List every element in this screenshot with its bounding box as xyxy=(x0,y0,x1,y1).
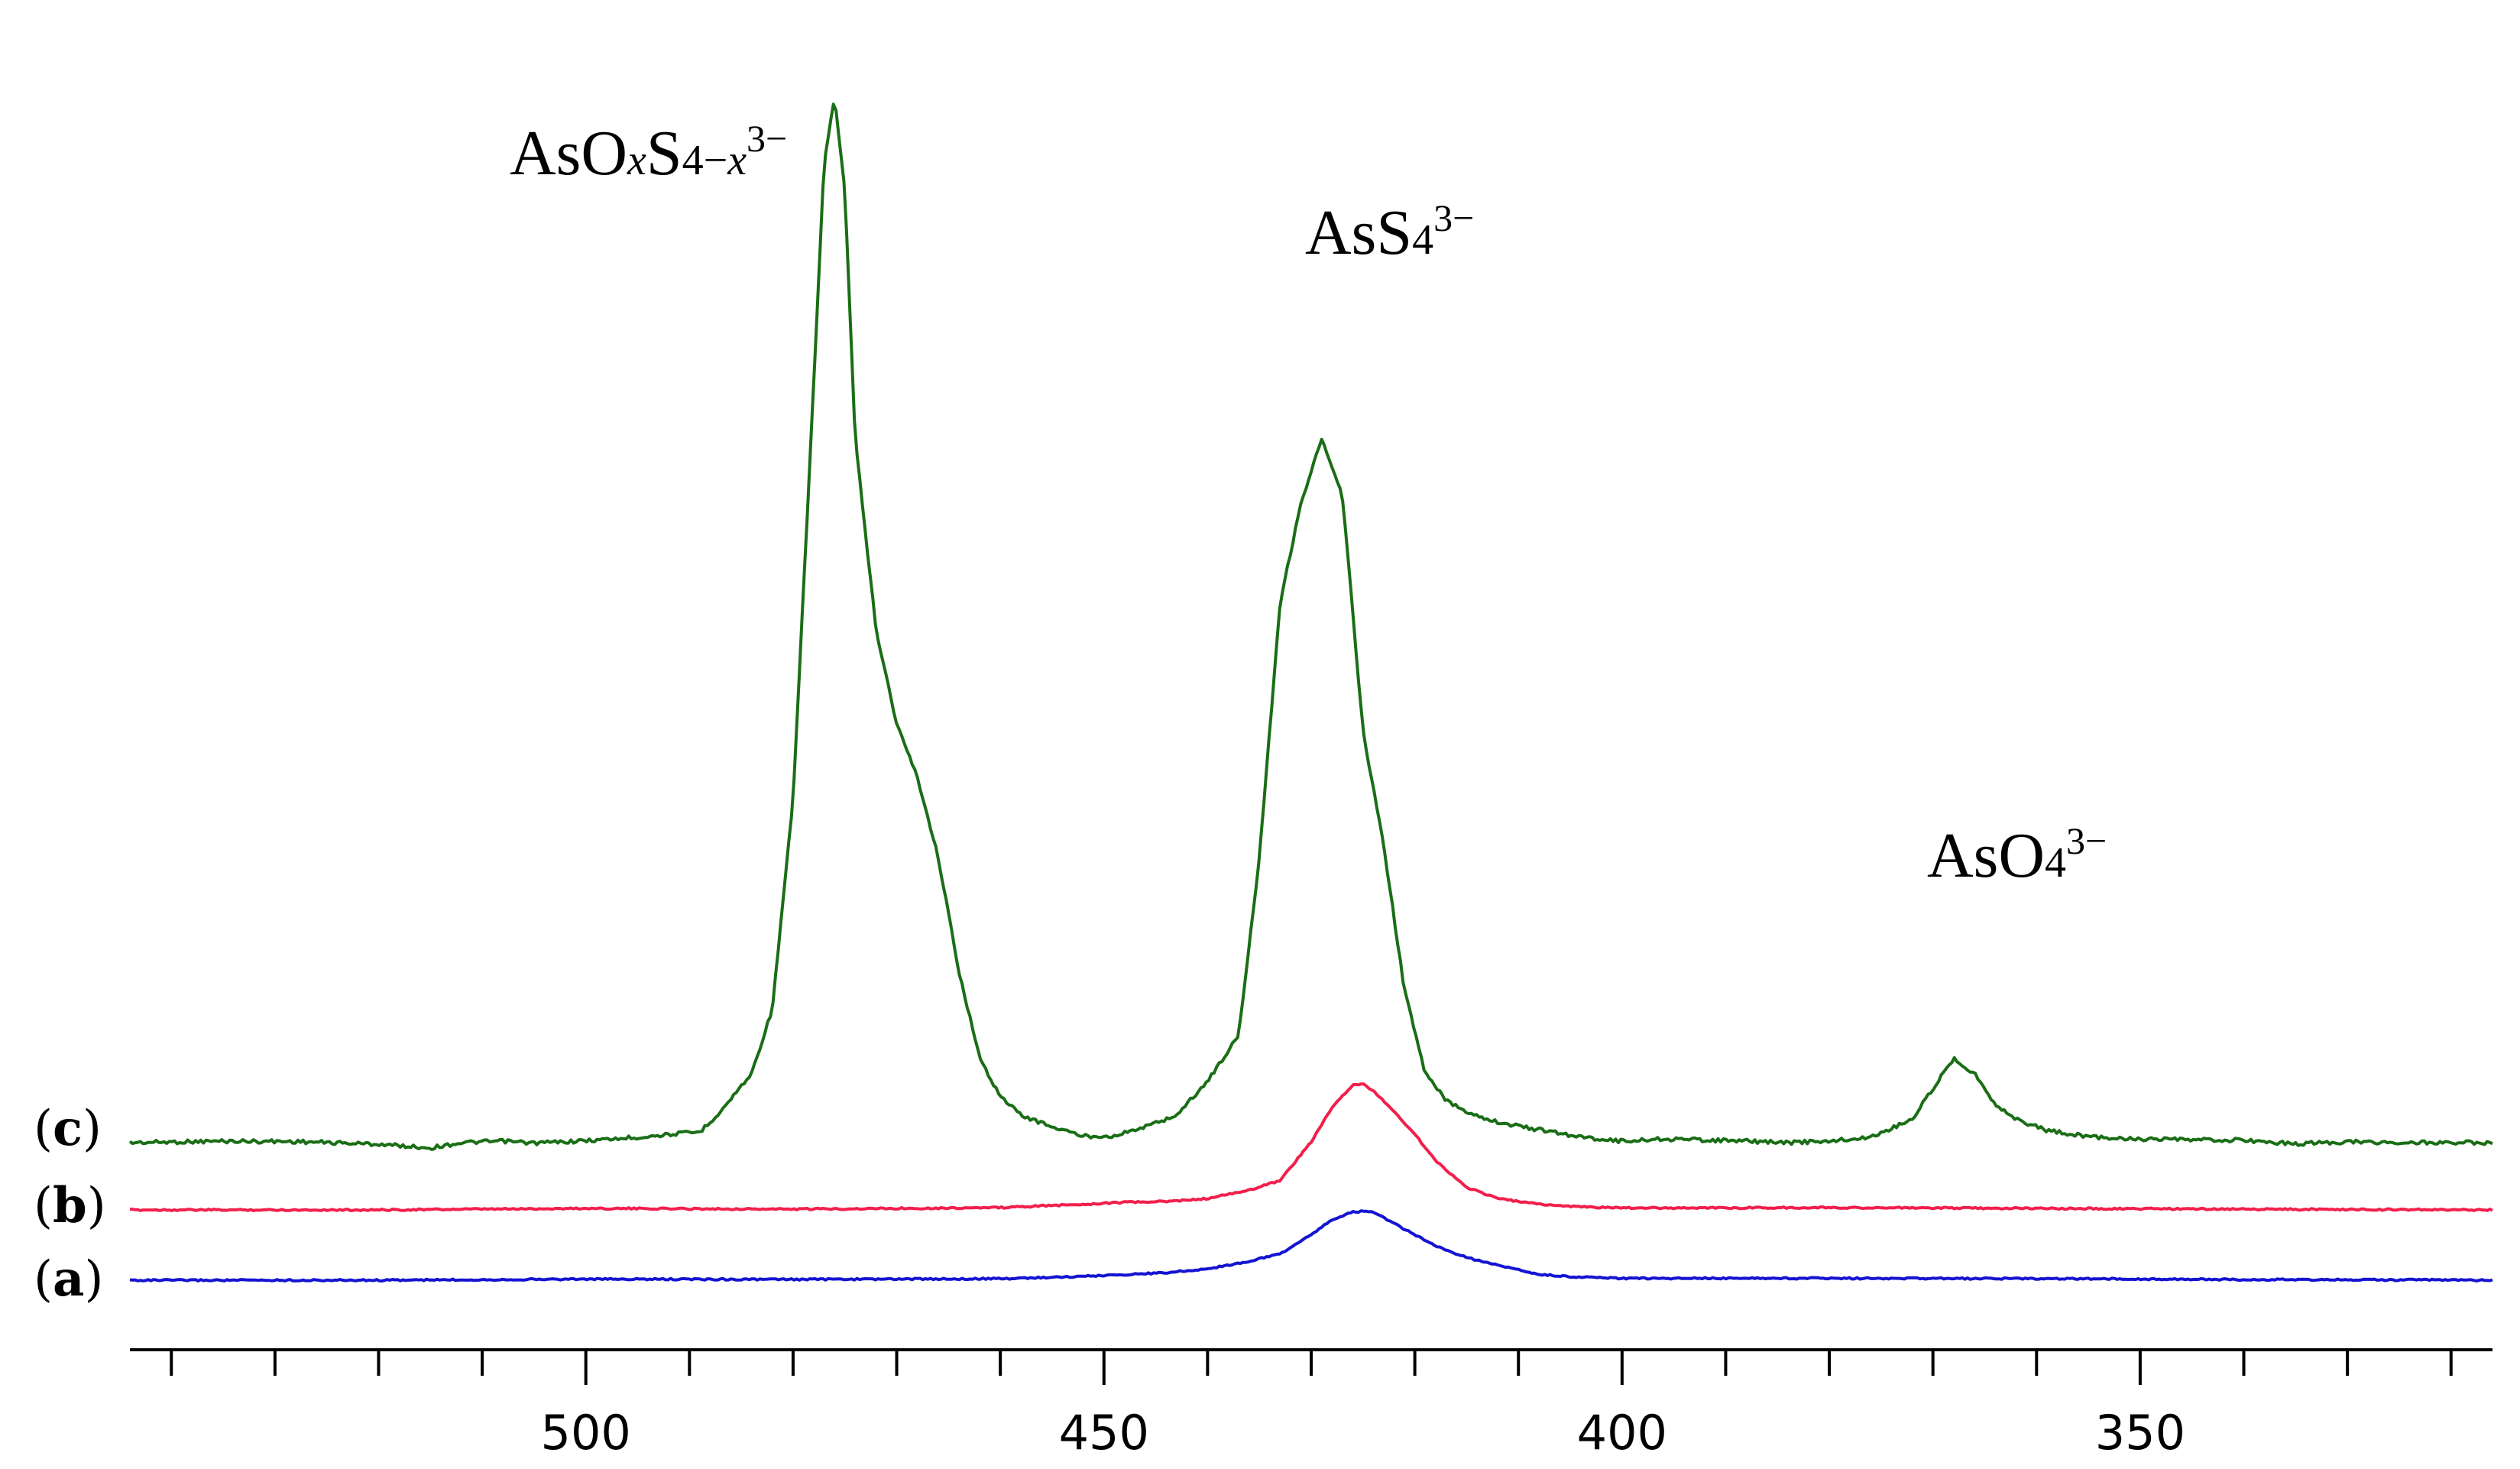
series-line-c xyxy=(128,102,2493,1151)
x-tick-label: 400 xyxy=(1577,1405,1667,1461)
annotation-aso4: AsO43− xyxy=(1927,819,2107,891)
series-line-b xyxy=(130,1082,2493,1212)
x-axis: 500 450 400 350 xyxy=(130,1348,2492,1461)
annotation-ass4: AsS43− xyxy=(1305,196,1474,268)
series-label-a: (a) xyxy=(34,1250,103,1308)
x-tick-label: 350 xyxy=(2095,1405,2185,1461)
series-label-c: (c) xyxy=(34,1100,102,1157)
series-layer xyxy=(128,102,2493,1283)
series-labels: (c) (b) (a) xyxy=(34,1100,106,1308)
annotation-asoxs: AsOxS4−x3− xyxy=(510,117,787,189)
series-label-b: (b) xyxy=(34,1177,106,1234)
x-tick-label: 450 xyxy=(1059,1405,1149,1461)
peak-annotations: AsOxS4−x3− AsS43− AsO43− xyxy=(510,117,2107,891)
series-line-a xyxy=(129,1209,2493,1283)
x-tick-label: 500 xyxy=(541,1405,631,1461)
